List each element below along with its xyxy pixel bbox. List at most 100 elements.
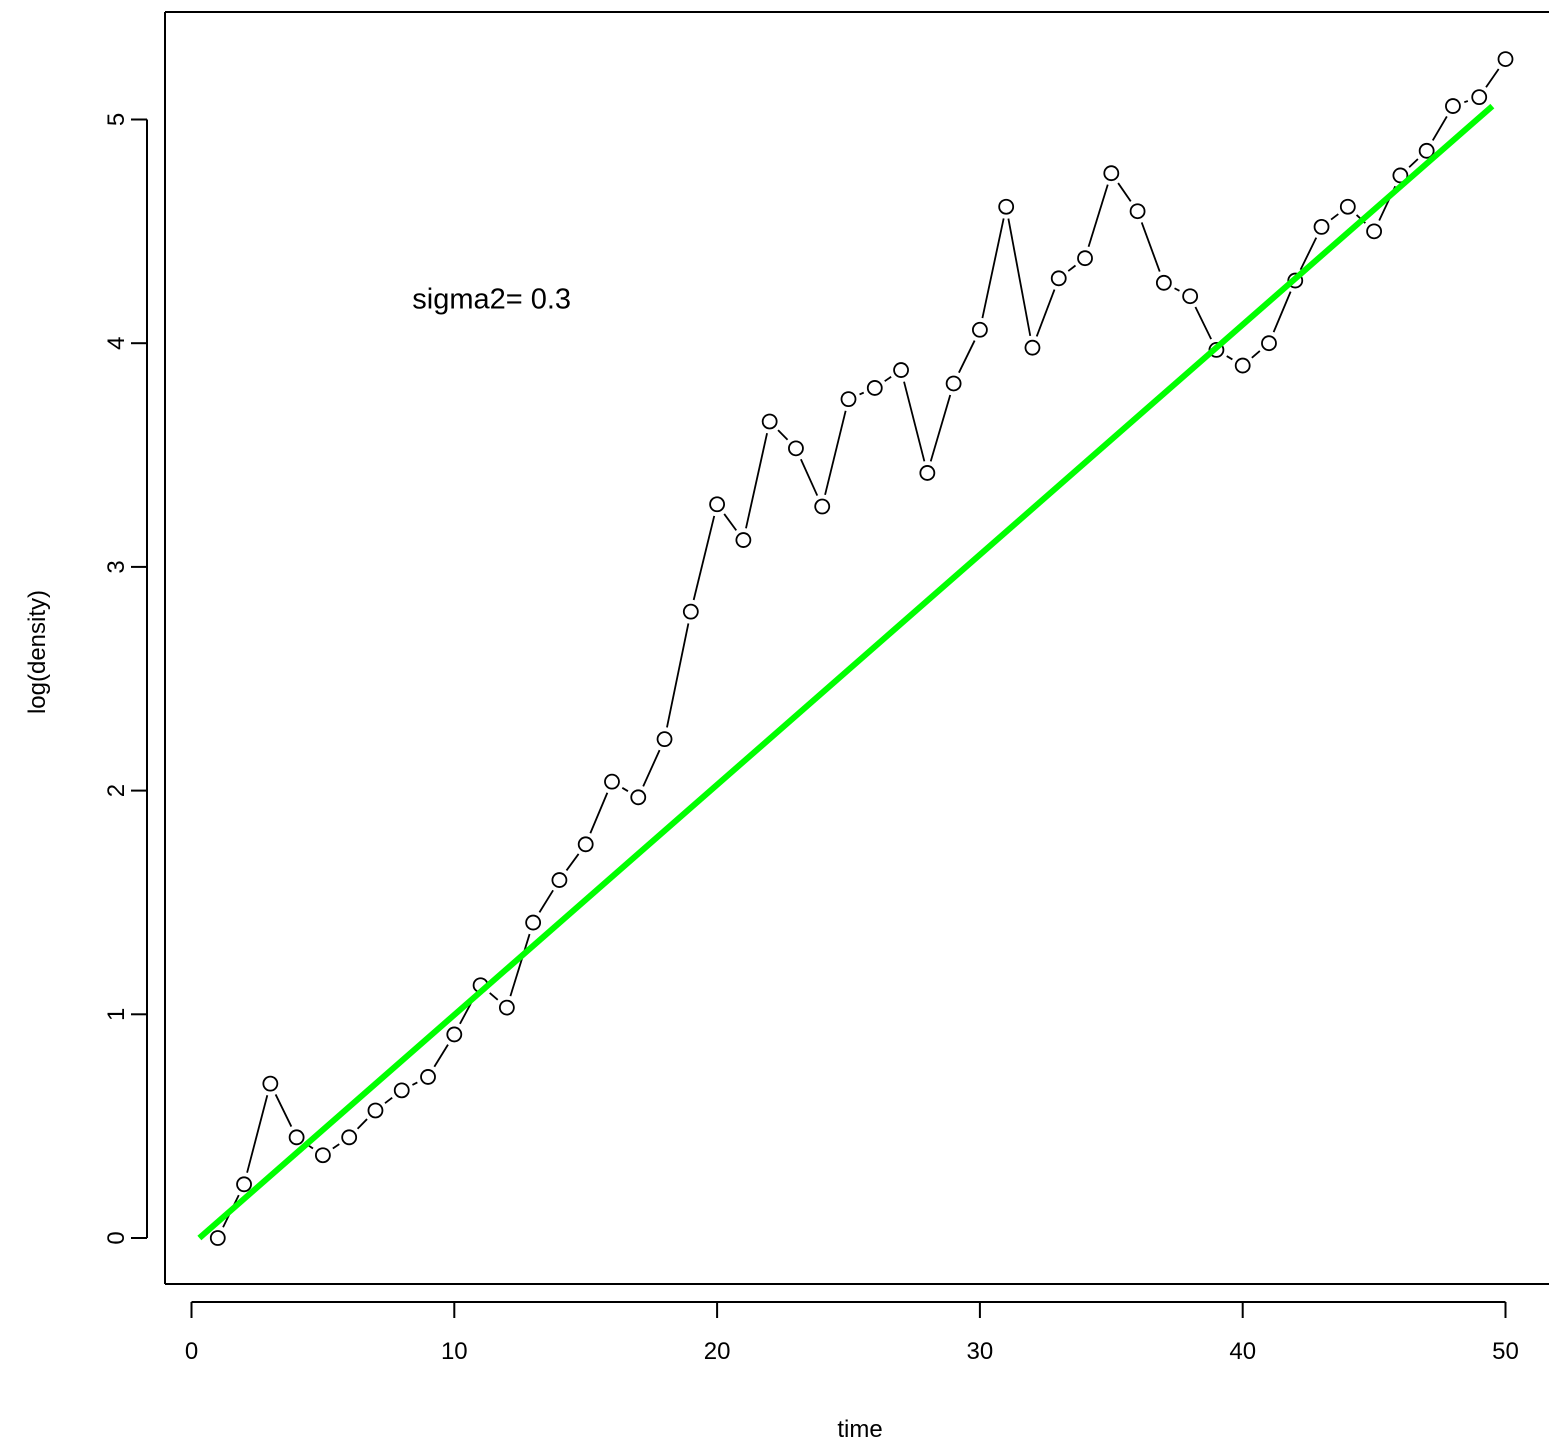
data-point [1366, 223, 1382, 240]
series-segment [745, 433, 768, 529]
data-point [709, 496, 725, 513]
data-point [393, 1082, 410, 1099]
fit-line-group [197, 103, 1495, 1241]
data-point [630, 789, 647, 806]
data-point [893, 362, 909, 378]
data-point [945, 375, 962, 392]
series-segment [538, 889, 554, 913]
data-point [446, 1026, 463, 1043]
y-tick-label: 4 [103, 337, 130, 350]
series-segment [824, 410, 847, 496]
data-point [1077, 250, 1093, 267]
data-point [1445, 98, 1461, 114]
y-axis-title: log(density) [24, 590, 51, 714]
series-segment [1330, 213, 1339, 221]
data-point [1234, 357, 1251, 374]
series-segment [929, 394, 952, 462]
data-point [998, 198, 1015, 215]
data-point [1418, 142, 1435, 159]
series-segment [1007, 218, 1032, 337]
series-segment [1251, 350, 1261, 359]
x-tick-label: 0 [185, 1338, 198, 1365]
series-segment [332, 1143, 340, 1150]
series-segment [981, 218, 1005, 319]
series-segment [509, 933, 531, 997]
sigma-annotation: sigma2= 0.3 [412, 283, 571, 315]
data-point [1050, 270, 1067, 287]
x-tick-label: 30 [967, 1338, 994, 1365]
data-point [1313, 218, 1330, 235]
data-point [551, 872, 568, 888]
series-segment [1174, 287, 1180, 292]
y-tick-label: 2 [103, 784, 130, 797]
data-point [866, 380, 883, 396]
data-point [498, 999, 515, 1016]
data-point [314, 1147, 331, 1164]
data-point [840, 391, 857, 408]
data-point [1471, 89, 1488, 106]
series-segment [1140, 222, 1161, 272]
series-segment [958, 340, 976, 374]
data-point [420, 1069, 436, 1085]
y-tick-label: 3 [103, 560, 130, 573]
data-point [525, 914, 542, 931]
data-point [288, 1129, 305, 1146]
data-point [682, 603, 699, 620]
series-segment [777, 429, 789, 441]
data-point [972, 321, 988, 338]
series-segment [723, 513, 738, 531]
series-segment [356, 1118, 368, 1130]
series-segment [489, 992, 499, 1001]
fit-line [197, 103, 1495, 1241]
series-segment [1485, 68, 1500, 88]
series-segment [800, 458, 819, 496]
data-point [1392, 167, 1409, 184]
series-segment [246, 1095, 269, 1173]
data-point [367, 1102, 384, 1119]
data-point [735, 532, 752, 548]
series-segment [384, 1096, 393, 1104]
series-segment [692, 515, 716, 601]
data-point [1103, 165, 1120, 182]
series-segment [433, 1044, 449, 1068]
data-point [656, 731, 673, 748]
data-point [1155, 274, 1172, 291]
series-segment [1226, 355, 1233, 361]
x-tick-label: 10 [441, 1338, 468, 1365]
x-tick-label: 20 [704, 1338, 731, 1365]
data-point [919, 465, 936, 481]
data-point [262, 1075, 279, 1092]
series-segment [1464, 100, 1469, 104]
data-point [1129, 203, 1146, 220]
y-tick-label: 5 [103, 113, 130, 126]
data-point [1339, 198, 1356, 215]
data-point [604, 773, 620, 790]
series-segment [642, 749, 661, 787]
series-segment [903, 381, 926, 462]
data-point [1497, 51, 1514, 68]
series-segment [884, 376, 892, 382]
data-point [209, 1230, 226, 1246]
y-tick-label: 1 [103, 1008, 130, 1021]
x-tick-label: 50 [1492, 1338, 1519, 1365]
series-segment [1067, 264, 1077, 272]
plot-box [164, 11, 1549, 1285]
series-segment [1087, 184, 1109, 247]
data-point [236, 1176, 252, 1193]
y-tick-label: 0 [103, 1231, 130, 1244]
series-segment [274, 1094, 293, 1127]
series-segment [1194, 306, 1212, 340]
series-segment [1431, 115, 1448, 141]
series-segment [565, 853, 580, 871]
data-point [814, 498, 831, 515]
series-segment [859, 391, 865, 396]
data-point [1287, 272, 1304, 289]
data-point [761, 413, 778, 430]
data-point [788, 440, 804, 457]
series-segment [1035, 289, 1056, 337]
y-axis: 0 1 2 3 4 5 [103, 113, 148, 1245]
series-line [209, 51, 1514, 1246]
data-point [1261, 335, 1277, 352]
series-segment [666, 623, 690, 728]
